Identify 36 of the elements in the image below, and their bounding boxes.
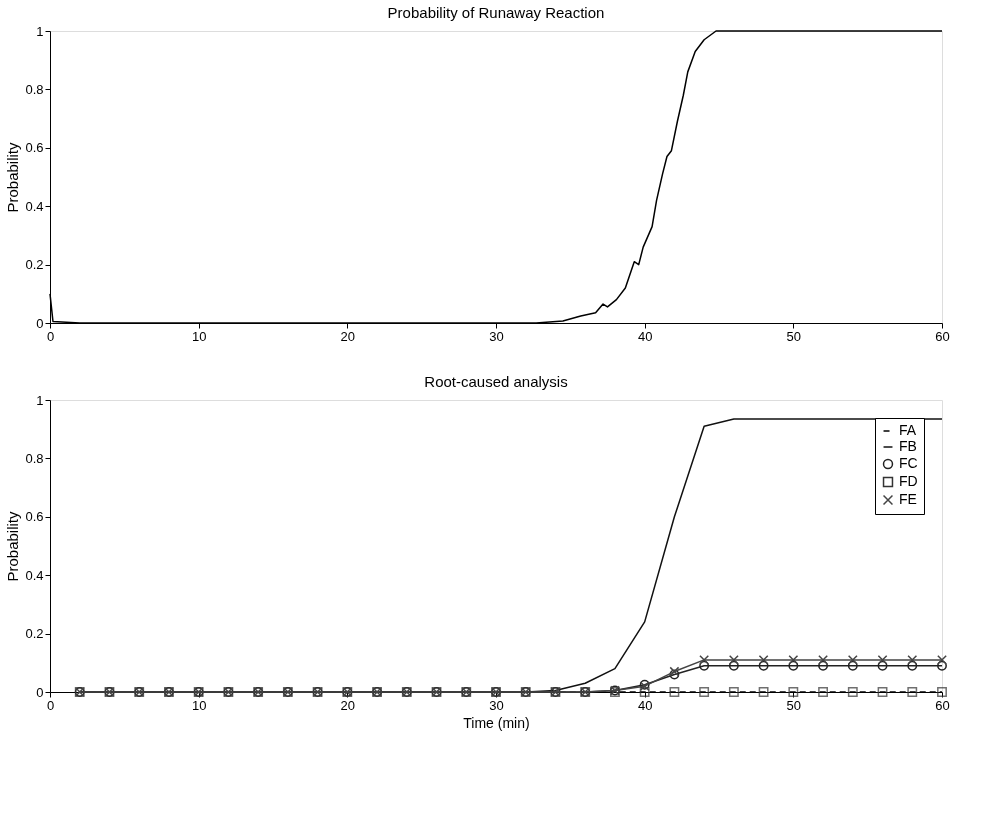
chart-title: Probability of Runaway Reaction — [387, 4, 605, 21]
y-axis-title: Probability — [4, 510, 22, 582]
x-axis-title: Time (min) — [463, 714, 530, 731]
y-tick-label: 0.6 — [25, 140, 44, 156]
y-tick-label: 0 — [36, 684, 44, 700]
x-tick-label: 50 — [786, 328, 802, 344]
y-tick-label: 0.4 — [25, 567, 44, 583]
x-tick-label: 10 — [191, 697, 207, 713]
x-tick-label: 50 — [786, 697, 802, 713]
y-tick-label: 0 — [36, 315, 44, 331]
x-tick-label: 30 — [489, 328, 504, 344]
legend-label: FA — [899, 422, 917, 438]
y-tick-label: 1 — [36, 392, 44, 408]
x-tick-label: 0 — [46, 697, 55, 713]
y-tick-label: 0.2 — [25, 257, 44, 273]
y-tick-label: 0.2 — [25, 626, 44, 642]
legend-label: FD — [899, 473, 918, 489]
y-axis-title: Probability — [4, 141, 22, 213]
x-tick-label: 20 — [340, 697, 356, 713]
x-tick-label: 20 — [340, 328, 356, 344]
y-tick-label: 0.8 — [25, 81, 44, 97]
chart-title: Root-caused analysis — [424, 373, 568, 390]
x-tick-label: 60 — [935, 328, 950, 344]
legend-label: FE — [899, 491, 917, 507]
x-tick-label: 10 — [191, 328, 207, 344]
x-tick-label: 40 — [637, 328, 653, 344]
x-tick-label: 40 — [637, 697, 653, 713]
x-tick-label: 60 — [935, 697, 950, 713]
y-tick-label: 0.8 — [25, 450, 44, 466]
legend-label: FB — [899, 438, 917, 454]
x-tick-label: 30 — [489, 697, 504, 713]
x-tick-label: 0 — [46, 328, 55, 344]
y-tick-label: 0.6 — [25, 509, 44, 525]
y-tick-label: 1 — [36, 23, 44, 39]
legend-label: FC — [899, 455, 918, 471]
y-tick-label: 0.4 — [25, 198, 44, 214]
